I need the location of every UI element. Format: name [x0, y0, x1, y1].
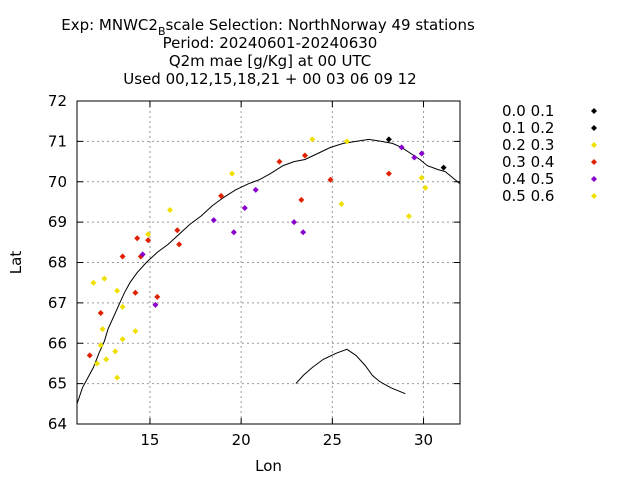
legend-entry-label: 0.3 0.4: [502, 153, 554, 171]
data-point-series-2: [90, 279, 97, 286]
y-tick-label: 72: [48, 92, 67, 110]
data-point-series-3: [385, 170, 392, 177]
data-point-series-2: [114, 287, 121, 294]
data-point-series-2: [338, 200, 345, 207]
data-point-series-4: [300, 229, 307, 236]
data-point-series-4: [241, 204, 248, 211]
y-tick-label: 68: [48, 254, 67, 272]
x-tick-label: 30: [414, 431, 433, 449]
chart-title-line-3: Q2m mae [g/Kg] at 00 UTC: [169, 52, 371, 70]
chart-title-line-1: Exp: MNWC2Bscale Selection: NorthNorway …: [61, 16, 475, 38]
data-point-series-3: [86, 352, 93, 359]
data-point-series-2: [119, 336, 126, 343]
legend-entry-label: 0.4 0.5: [502, 170, 554, 188]
data-point-series-2: [145, 231, 152, 238]
data-point-series-2: [119, 303, 126, 310]
legend-entry-marker: [591, 142, 597, 148]
data-point-series-2: [112, 348, 119, 355]
data-point-series-2: [103, 356, 110, 363]
data-point-series-4: [411, 154, 418, 161]
y-tick-label: 71: [48, 132, 67, 150]
data-point-series-4: [418, 150, 425, 157]
coastline-norway: [76, 138, 461, 404]
data-point-series-4: [291, 219, 298, 226]
data-point-series-4: [230, 229, 237, 236]
data-point-series-3: [276, 158, 283, 165]
x-tick-label: 20: [232, 431, 251, 449]
chart-title-line-4: Used 00,12,15,18,21 + 00 03 06 09 12: [123, 70, 416, 88]
legend-entry-label: 0.5 0.6: [502, 187, 554, 205]
x-axis-label: Lon: [255, 457, 282, 475]
data-point-series-2: [167, 207, 174, 214]
data-point-series-3: [97, 309, 104, 316]
data-point-series-2: [101, 275, 108, 282]
data-point-series-2: [229, 170, 236, 177]
data-point-series-3: [174, 227, 181, 234]
data-point-series-2: [418, 174, 425, 181]
data-point-series-2: [94, 360, 101, 367]
data-point-series-2: [99, 326, 106, 333]
data-point-series-2: [343, 138, 350, 145]
axis-ticks: 15 20 25 30 64 65 66 67 68 69 70 71 72: [48, 92, 460, 449]
data-point-series-2: [405, 213, 412, 220]
data-point-series-2: [309, 136, 316, 143]
legend-entry-label: 0.1 0.2: [502, 119, 554, 137]
data-point-series-3: [218, 192, 225, 199]
coastline: [76, 138, 461, 404]
data-point-series-3: [298, 196, 305, 203]
data-points: [86, 136, 447, 381]
data-point-series-2: [114, 374, 121, 381]
data-point-series-4: [210, 217, 217, 224]
x-tick-label: 25: [323, 431, 342, 449]
legend-entry-label: 0.0 0.1: [502, 102, 554, 120]
data-point-series-4: [152, 301, 159, 308]
data-point-series-2: [97, 342, 104, 349]
y-tick-label: 64: [48, 415, 67, 433]
y-tick-label: 65: [48, 375, 67, 393]
grid-lines: [77, 101, 460, 424]
data-point-series-4: [139, 251, 146, 258]
legend: 0.0 0.10.1 0.20.2 0.30.3 0.40.4 0.50.5 0…: [502, 102, 597, 205]
y-tick-label: 66: [48, 334, 67, 352]
data-point-series-3: [134, 235, 141, 242]
data-point-series-1: [385, 136, 392, 143]
chart-title-line-2: Period: 20240601-20240630: [163, 34, 378, 52]
legend-entry-marker: [591, 125, 597, 131]
data-point-series-3: [119, 253, 126, 260]
legend-entry-marker: [591, 108, 597, 114]
data-point-series-4: [398, 144, 405, 151]
data-point-series-3: [145, 237, 152, 244]
legend-entry-marker: [591, 176, 597, 182]
plot-area: 15 20 25 30 64 65 66 67 68 69 70 71 72: [48, 92, 461, 449]
data-point-series-3: [327, 176, 334, 183]
legend-entry-label: 0.2 0.3: [502, 136, 554, 154]
x-tick-label: 15: [140, 431, 159, 449]
data-point-series-3: [132, 289, 139, 296]
data-point-series-3: [301, 152, 308, 159]
y-tick-label: 67: [48, 294, 67, 312]
data-point-series-3: [154, 293, 161, 300]
y-axis-label: Lat: [7, 251, 25, 275]
y-tick-label: 69: [48, 213, 67, 231]
y-tick-label: 70: [48, 173, 67, 191]
data-point-series-2: [132, 328, 139, 335]
legend-entry-marker: [591, 193, 597, 199]
data-point-series-1: [440, 164, 447, 171]
data-point-series-3: [176, 241, 183, 248]
data-point-series-4: [252, 186, 259, 193]
data-point-series-2: [422, 184, 429, 191]
coastline-gulf: [295, 348, 406, 395]
legend-entry-marker: [591, 159, 597, 165]
